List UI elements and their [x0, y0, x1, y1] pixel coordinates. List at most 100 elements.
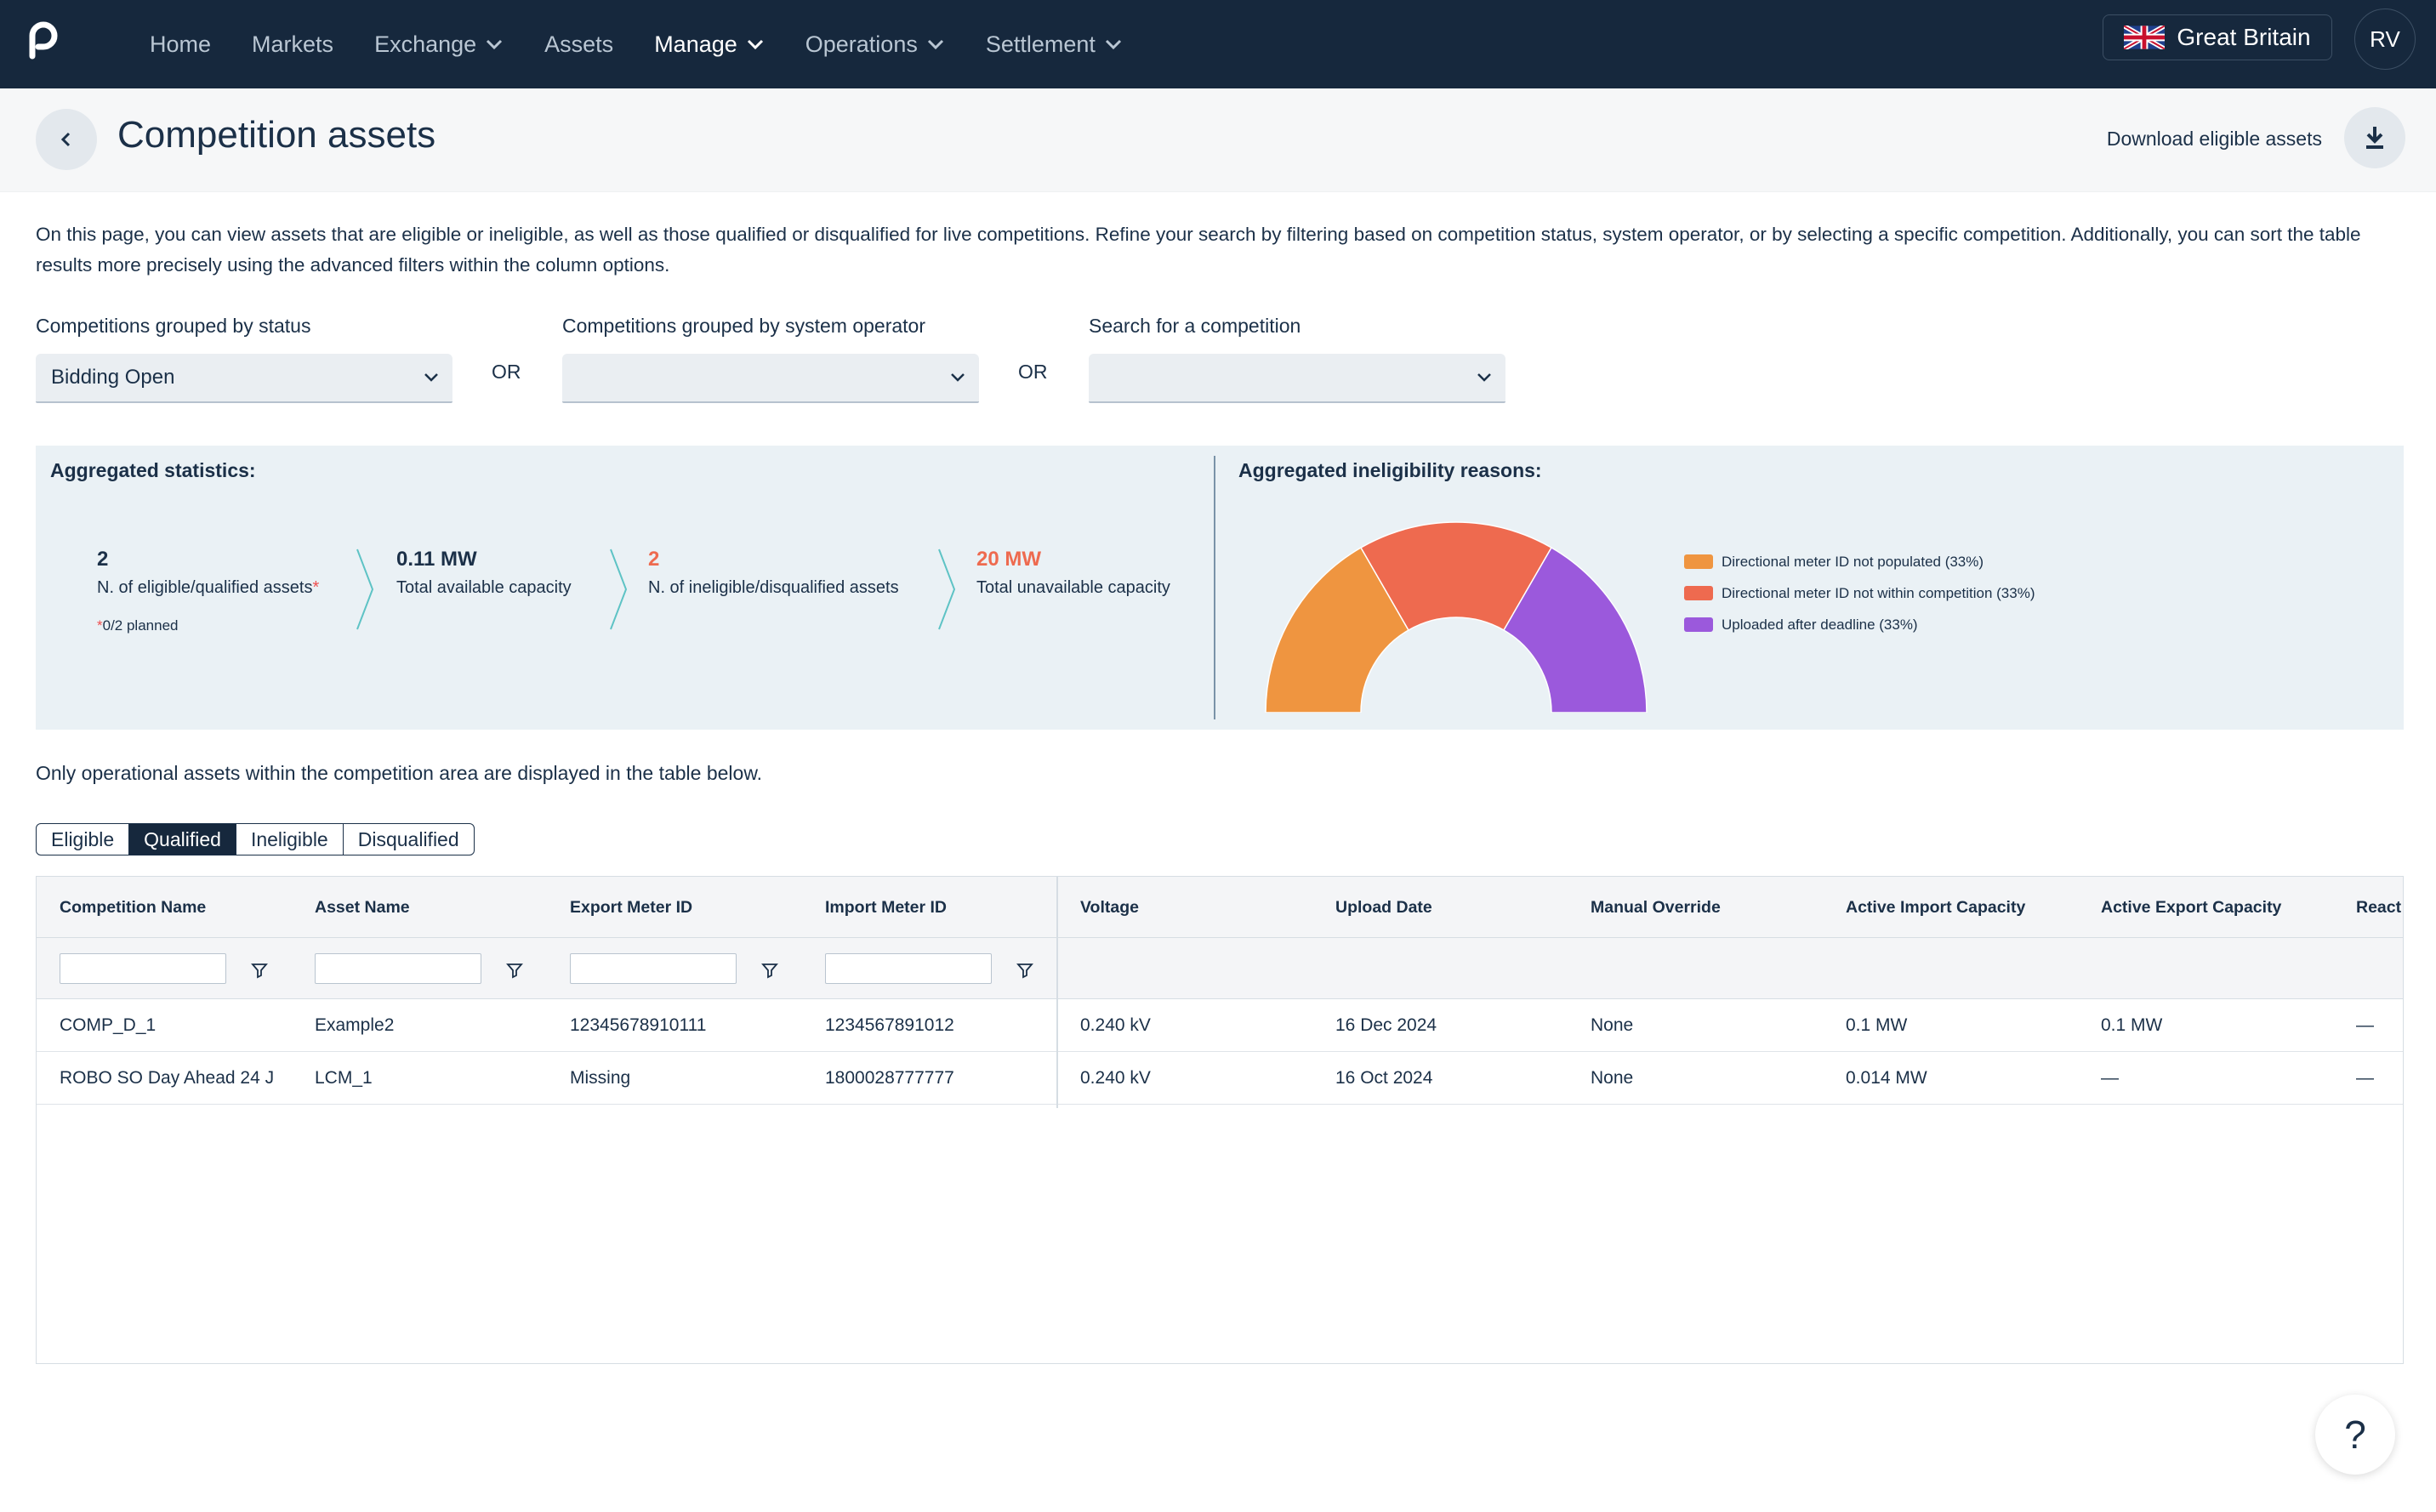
operator-filter-label: Competitions grouped by system operator — [562, 315, 925, 337]
nav-manage-label: Manage — [654, 31, 737, 57]
statistics-panel: Aggregated statistics: 2 N. of eligible/… — [36, 446, 2404, 730]
chevron-down-icon — [927, 39, 943, 50]
column-header-active-export-capacity[interactable]: Active Export Capacity — [2101, 897, 2282, 917]
legend-label: Uploaded after deadline (33%) — [1722, 616, 1918, 633]
user-avatar[interactable]: RV — [2354, 9, 2416, 70]
table-row[interactable]: ROBO SO Day Ahead 24 J LCM_1 Missing 180… — [37, 1052, 2403, 1105]
stat-value: 0.11 MW — [396, 548, 477, 571]
chevron-down-icon — [951, 373, 965, 382]
legend-item: Directional meter ID not populated (33%) — [1684, 546, 2035, 577]
nav-operations[interactable]: Operations — [805, 31, 945, 58]
planned-note-text: 0/2 planned — [102, 617, 179, 634]
status-select[interactable]: Bidding Open — [36, 354, 452, 403]
download-icon — [2366, 127, 2383, 149]
stat-value: 2 — [648, 548, 660, 571]
cell-manual-override: None — [1591, 1015, 1634, 1035]
cell-import-meter-id: 1800028777777 — [825, 1068, 954, 1088]
operator-select[interactable] — [562, 354, 979, 403]
nav-operations-label: Operations — [805, 31, 918, 57]
cell-reactive: — — [2356, 1068, 2374, 1088]
asset-name-filter-input[interactable] — [315, 953, 481, 984]
cell-active-import-capacity: 0.014 MW — [1846, 1068, 1927, 1088]
chevron-down-icon — [747, 39, 763, 50]
download-eligible-assets-link[interactable]: Download eligible assets — [2106, 128, 2322, 150]
aggregated-statistics-title: Aggregated statistics: — [50, 459, 256, 481]
logo-icon[interactable] — [26, 19, 61, 60]
uk-flag-icon — [2124, 26, 2166, 49]
or-separator: OR — [492, 361, 521, 383]
legend-item: Directional meter ID not within competit… — [1684, 577, 2035, 609]
export-meter-id-filter-input[interactable] — [570, 953, 737, 984]
tab-ineligible[interactable]: Ineligible — [236, 824, 344, 855]
competition-search-select[interactable] — [1089, 354, 1505, 403]
filter-icon[interactable] — [761, 962, 778, 979]
column-header-import-meter-id[interactable]: Import Meter ID — [825, 897, 948, 917]
back-button[interactable] — [36, 109, 97, 170]
filter-icon[interactable] — [251, 962, 268, 979]
asterisk: * — [97, 617, 103, 634]
column-header-voltage[interactable]: Voltage — [1080, 897, 1139, 917]
nav-assets[interactable]: Assets — [544, 31, 613, 58]
intro-text: On this page, you can view assets that a… — [36, 224, 2361, 276]
nav-markets[interactable]: Markets — [252, 31, 333, 58]
nav-settlement[interactable]: Settlement — [986, 31, 1123, 58]
table-row[interactable]: COMP_D_1 Example2 12345678910111 1234567… — [37, 999, 2403, 1052]
nav-home-label: Home — [150, 31, 212, 57]
assets-table: Competition Name Asset Name Export Meter… — [36, 876, 2404, 1364]
nav-exchange[interactable]: Exchange — [374, 31, 504, 58]
stat-value: 2 — [97, 548, 109, 571]
cell-asset-name: Example2 — [315, 1015, 395, 1035]
cell-active-import-capacity: 0.1 MW — [1846, 1015, 1908, 1035]
column-header-competition-name[interactable]: Competition Name — [60, 897, 207, 917]
stat-available-capacity: 0.11 MW Total available capacity — [396, 548, 572, 598]
cell-manual-override: None — [1591, 1068, 1634, 1088]
filter-icon[interactable] — [1016, 962, 1033, 979]
download-button[interactable] — [2344, 107, 2405, 168]
donut-slice-1[interactable] — [1265, 546, 1410, 713]
chart-legend: Directional meter ID not populated (33%)… — [1684, 546, 2035, 640]
import-meter-id-filter-input[interactable] — [825, 953, 992, 984]
search-competition-label: Search for a competition — [1089, 315, 1301, 337]
chevron-right-icon — [610, 549, 628, 630]
filter-icon[interactable] — [506, 962, 523, 979]
stat-label: N. of ineligible/disqualified assets — [648, 578, 899, 597]
legend-item: Uploaded after deadline (33%) — [1684, 609, 2035, 640]
tab-eligible[interactable]: Eligible — [37, 824, 130, 855]
tab-disqualified[interactable]: Disqualified — [357, 827, 459, 850]
chevron-right-icon — [356, 549, 374, 630]
help-button[interactable]: ? — [2315, 1395, 2395, 1475]
donut-slice-2[interactable] — [1359, 521, 1553, 632]
legend-label: Directional meter ID not populated (33%) — [1722, 553, 1984, 570]
stat-value: 20 MW — [976, 548, 1042, 571]
page-title: Competition assets — [117, 114, 436, 156]
column-header-manual-override[interactable]: Manual Override — [1591, 897, 1721, 917]
ineligibility-reasons-title: Aggregated ineligibility reasons: — [1238, 459, 1542, 481]
chevron-down-icon — [1105, 39, 1121, 50]
column-header-upload-date[interactable]: Upload Date — [1335, 897, 1432, 917]
competition-name-filter-input[interactable] — [60, 953, 226, 984]
asterisk: * — [312, 578, 320, 597]
nav-manage[interactable]: Manage — [654, 31, 765, 58]
tab-qualified[interactable]: Qualified — [129, 824, 236, 855]
column-header-reactive[interactable]: React — [2356, 897, 2402, 917]
nav-home[interactable]: Home — [150, 31, 211, 58]
nav-settlement-label: Settlement — [985, 31, 1096, 57]
donut-slice-3[interactable] — [1502, 546, 1648, 713]
country-label: Great Britain — [2177, 24, 2311, 50]
or-separator: OR — [1018, 361, 1048, 383]
cell-competition-name: ROBO SO Day Ahead 24 J — [60, 1068, 275, 1088]
nav-markets-label: Markets — [252, 31, 334, 57]
cell-export-meter-id: 12345678910111 — [570, 1015, 707, 1035]
chevron-left-icon — [60, 132, 71, 147]
column-header-asset-name[interactable]: Asset Name — [315, 897, 410, 917]
column-header-export-meter-id[interactable]: Export Meter ID — [570, 897, 693, 917]
country-selector-button[interactable]: Great Britain — [2103, 14, 2332, 60]
cell-voltage: 0.240 kV — [1080, 1068, 1151, 1088]
cell-upload-date: 16 Oct 2024 — [1335, 1068, 1433, 1088]
stat-label-text: N. of eligible/qualified assets — [97, 578, 313, 597]
legend-swatch — [1684, 617, 1713, 632]
nav-assets-label: Assets — [544, 31, 614, 57]
stat-eligible-assets: 2 N. of eligible/qualified assets* — [97, 548, 319, 598]
nav-menu: Home Markets Exchange Assets Manage Oper… — [150, 0, 1164, 88]
column-header-active-import-capacity[interactable]: Active Import Capacity — [1846, 897, 2026, 917]
